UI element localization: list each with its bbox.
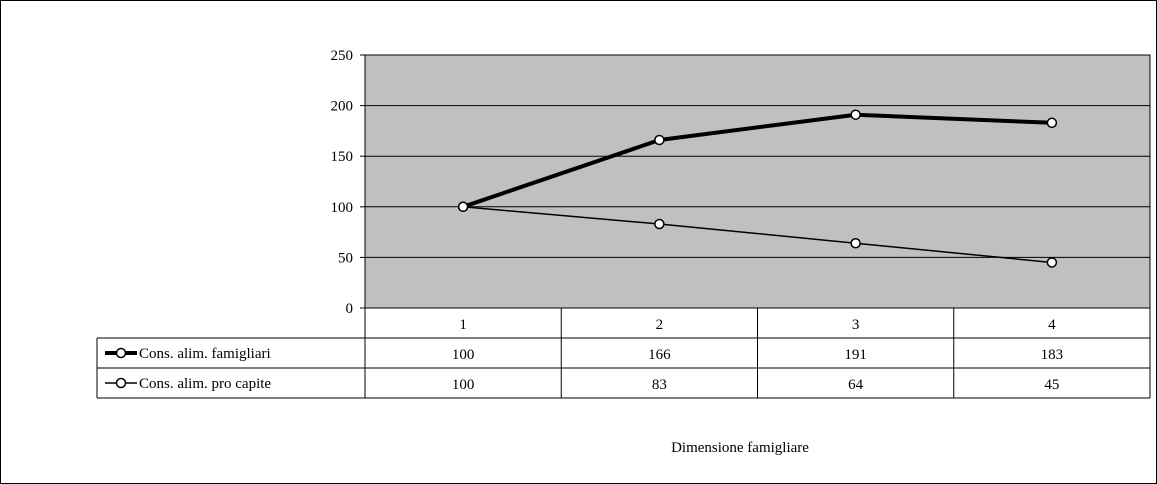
x-axis-label: Dimensione famigliare [671, 440, 809, 456]
series-line-1 [462, 112, 1052, 209]
legend-series-name: Cons. alim. famigliari [139, 346, 271, 362]
legend-key-marker [115, 377, 127, 389]
data-point [1046, 117, 1058, 129]
legend-key-marker [115, 347, 127, 359]
data-label: 100 [452, 377, 475, 393]
data-point [850, 109, 861, 120]
plot-area [364, 54, 1151, 309]
data-label: 191 [844, 347, 867, 363]
data-label: 83 [652, 377, 667, 393]
y-tick-label: 250 [331, 48, 354, 64]
data-label: 64 [848, 377, 864, 393]
y-tick-label: 100 [331, 200, 354, 216]
category-label: 4 [1048, 317, 1056, 333]
category-label: 2 [656, 317, 664, 333]
y-tick-label: 150 [331, 149, 354, 165]
data-point [654, 134, 665, 146]
data-point [457, 201, 469, 213]
y-tick-label: 50 [338, 250, 353, 266]
y-tick-label: 200 [331, 99, 354, 115]
y-tick-label: 0 [346, 301, 354, 317]
legend-series-name: Cons. alim. pro capite [139, 376, 271, 392]
data-point [850, 237, 861, 249]
data-point [1046, 257, 1058, 268]
category-label: 3 [852, 317, 860, 333]
category-label: 1 [459, 317, 467, 333]
data-point [654, 218, 665, 230]
data-label: 100 [452, 347, 475, 363]
data-label: 45 [1044, 377, 1059, 393]
data-label: 166 [648, 347, 671, 363]
series-line-2 [463, 206, 1052, 264]
data-label: 183 [1041, 347, 1064, 363]
